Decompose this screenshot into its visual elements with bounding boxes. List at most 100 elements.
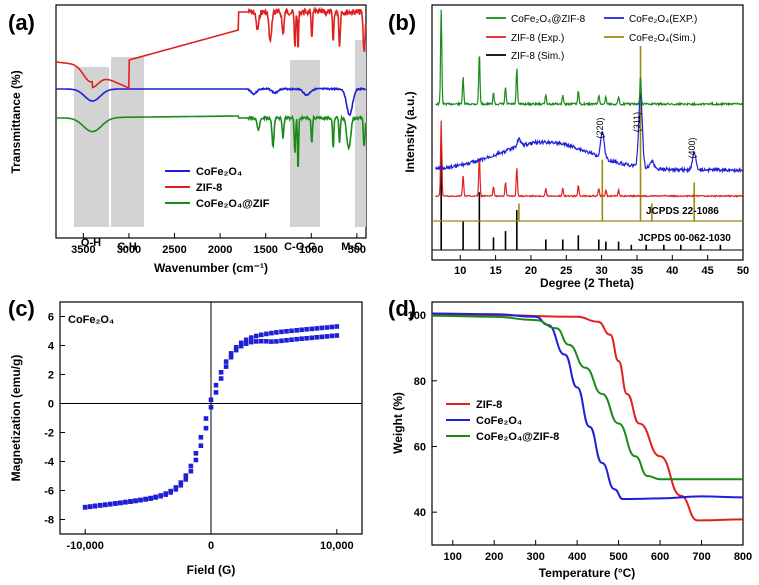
data-point xyxy=(173,487,179,492)
series-line-cofe2o4-exp xyxy=(434,93,743,174)
data-point xyxy=(108,502,113,507)
y-tick-label: 100 xyxy=(408,310,426,322)
data-point xyxy=(259,338,264,344)
data-point xyxy=(188,463,194,469)
data-point xyxy=(183,477,189,482)
miller-index-label: (220) xyxy=(595,117,605,138)
series-line-cofe2o4 xyxy=(56,86,367,117)
band-mo xyxy=(355,40,366,227)
series-line xyxy=(431,312,744,500)
legend-label: CoFe₂O₄ xyxy=(196,166,242,178)
data-point xyxy=(249,335,254,340)
data-point xyxy=(309,335,314,341)
x-tick-label: -10,000 xyxy=(67,540,104,552)
x-tick-label: 0 xyxy=(208,540,214,552)
data-point xyxy=(218,376,224,381)
x-tick-label: 10 xyxy=(454,265,466,277)
data-point xyxy=(193,457,199,463)
y-axis-label: Transmittance (%) xyxy=(9,70,23,173)
x-tick-label: 200 xyxy=(485,551,503,563)
data-point xyxy=(243,337,249,343)
data-point xyxy=(279,329,284,335)
band-label: C-H xyxy=(117,241,137,253)
x-tick-label: 500 xyxy=(609,551,627,563)
data-point xyxy=(238,340,244,346)
data-point xyxy=(188,468,194,474)
data-point xyxy=(213,390,219,395)
data-point xyxy=(284,338,289,343)
y-tick-label: 80 xyxy=(414,376,426,388)
band-ch xyxy=(111,57,144,227)
y-tick-label: 40 xyxy=(414,507,426,519)
panel-c: (c) 6 4 2 0 -2 -4 -6 -8 -10,000 0 10,000 CoFe₂O₄ F… xyxy=(0,290,380,580)
series-line-zif8-exp xyxy=(435,120,743,198)
data-point xyxy=(218,370,224,375)
legend-label: ZIF-8 (Sim.) xyxy=(511,51,564,62)
data-point xyxy=(304,327,309,332)
x-axis-label: Temperature (°C) xyxy=(539,566,636,580)
data-point xyxy=(123,500,128,505)
data-point xyxy=(87,504,93,510)
data-point xyxy=(98,503,103,508)
data-point xyxy=(223,364,229,369)
legend-label: CoFe₂O₄@ZIF-8 xyxy=(511,14,586,25)
data-point xyxy=(319,325,324,331)
data-point xyxy=(133,498,138,504)
legend-label: CoFe₂O₄(EXP.) xyxy=(629,14,697,25)
data-point xyxy=(299,327,304,333)
data-point xyxy=(213,382,219,388)
data-point xyxy=(259,332,264,338)
data-point xyxy=(103,502,108,508)
data-point xyxy=(289,337,294,342)
x-tick-label: 1000 xyxy=(299,244,323,256)
x-tick-label: 1500 xyxy=(253,244,277,256)
data-point xyxy=(163,492,168,497)
data-point xyxy=(233,347,239,353)
data-point xyxy=(178,483,184,488)
data-point xyxy=(314,335,319,340)
data-point xyxy=(254,333,259,339)
legend-label: ZIF-8 (Exp.) xyxy=(511,33,564,44)
data-point xyxy=(274,330,279,335)
x-tick-label: 2000 xyxy=(208,244,232,256)
y-axis-label: Intensity (a.u.) xyxy=(403,91,417,172)
tga-chart: 100 200 300 400 500 600 700 800 100 80 60 40 ZIF-8 C… xyxy=(391,301,752,580)
data-point xyxy=(168,490,173,495)
x-tick-label: 800 xyxy=(734,551,752,563)
x-tick-label: 600 xyxy=(651,551,669,563)
series-line xyxy=(431,314,743,481)
x-tick-label: 25 xyxy=(560,265,572,277)
xrd-chart: 10 15 20 25 30 35 40 45 50 (220) (311) (400) JCPDS … xyxy=(403,4,749,290)
data-point xyxy=(148,496,153,501)
data-point xyxy=(294,336,299,342)
data-point xyxy=(314,326,319,331)
data-point xyxy=(334,333,340,338)
x-tick-label: 3000 xyxy=(117,244,141,256)
data-point xyxy=(208,404,214,410)
legend-label: CoFe₂O₄@ZIF-8 xyxy=(476,431,559,443)
data-point xyxy=(243,341,249,346)
sample-annotation: CoFe₂O₄ xyxy=(68,314,114,326)
data-point xyxy=(203,416,209,421)
y-tick-label: -2 xyxy=(44,428,54,440)
x-axis-label: Degree (2 Theta) xyxy=(540,276,634,290)
reference-label: JCPDS 22-1086 xyxy=(646,206,719,217)
series-line-composite xyxy=(56,114,367,168)
x-axis-label: Field (G) xyxy=(187,563,236,577)
y-tick-label: -6 xyxy=(44,486,54,498)
panel-a: (a) O-H C-H C-O-C M-O 3500 3000 2500 2000 1500 1… xyxy=(0,0,380,290)
data-point xyxy=(264,339,269,344)
data-point xyxy=(309,326,314,332)
data-point xyxy=(193,451,199,456)
y-tick-label: 4 xyxy=(48,341,55,353)
data-point xyxy=(319,334,324,340)
band-label: M-O xyxy=(341,241,363,253)
panel-b: (b) 10 15 20 25 30 35 40 45 50 (220) (311) (400) JC… xyxy=(380,0,759,290)
data-point xyxy=(153,495,158,500)
y-tick-label: 2 xyxy=(48,370,54,382)
series-line-composite xyxy=(435,9,743,107)
panel-b-letter: (b) xyxy=(388,10,417,35)
data-point xyxy=(208,397,214,403)
panel-d: (d) 100 200 300 400 500 600 700 800 100 80 60 40 ZI… xyxy=(380,290,759,580)
data-point xyxy=(158,493,163,499)
